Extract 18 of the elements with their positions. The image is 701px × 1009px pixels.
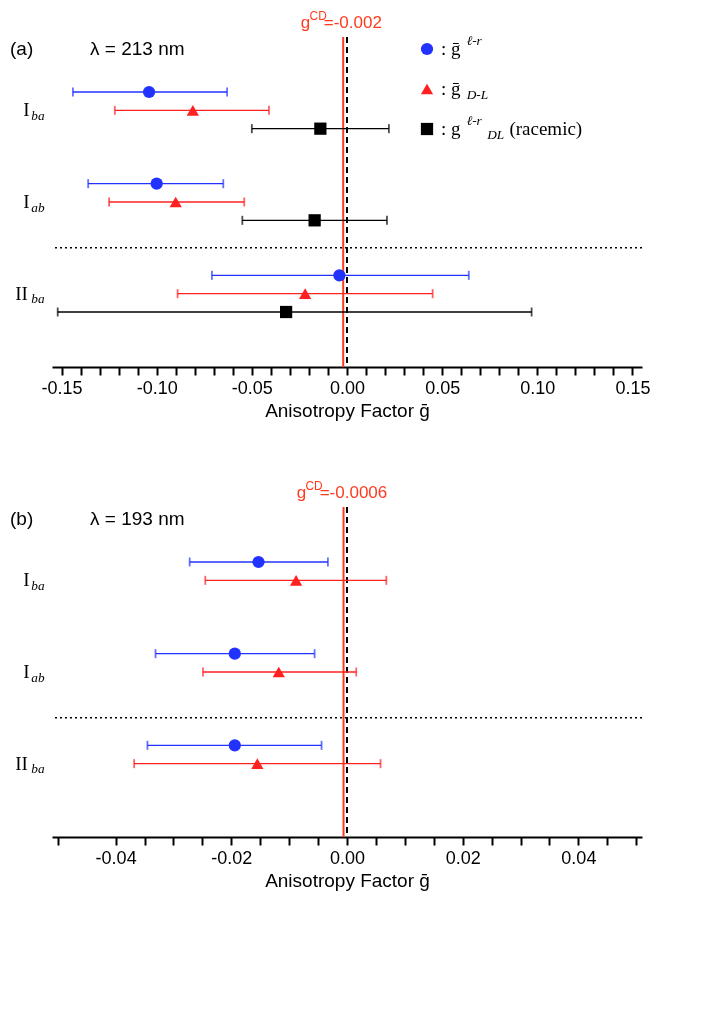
text: (b) [10,508,34,529]
x-tick-label: -0.10 [136,377,178,398]
x-tick-label: 0.00 [329,377,366,398]
text: (a) [10,38,34,59]
x-tick-label: 0.04 [561,847,597,868]
annotation: λ = 213 nm [90,38,185,59]
x-axis-title: Anisotropy Factor ḡ [265,399,430,421]
x-tick-label: -0.02 [211,847,253,868]
x-tick-label: 0.15 [615,377,651,398]
x-tick-label: -0.15 [41,377,83,398]
x-tick-label: 0.05 [425,377,461,398]
x-tick-label: 0.00 [329,847,366,868]
x-tick-label: 0.10 [520,377,556,398]
x-tick-label: -0.04 [95,847,137,868]
x-axis-title: Anisotropy Factor ḡ [265,869,430,891]
x-tick-label: -0.05 [231,377,273,398]
x-tick-label: 0.02 [445,847,481,868]
annotation: λ = 193 nm [90,508,185,529]
